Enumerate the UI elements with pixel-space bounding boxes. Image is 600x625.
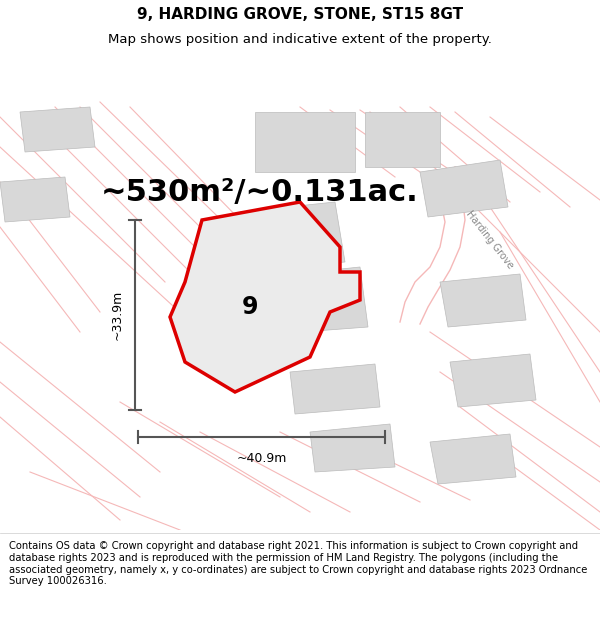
Polygon shape bbox=[440, 274, 526, 327]
Polygon shape bbox=[0, 177, 70, 222]
Polygon shape bbox=[170, 202, 360, 392]
Polygon shape bbox=[450, 354, 536, 407]
Polygon shape bbox=[20, 107, 95, 152]
Text: 9, HARDING GROVE, STONE, ST15 8GT: 9, HARDING GROVE, STONE, ST15 8GT bbox=[137, 7, 463, 22]
Text: 9: 9 bbox=[242, 295, 258, 319]
Text: ~40.9m: ~40.9m bbox=[236, 452, 287, 466]
Polygon shape bbox=[255, 112, 355, 172]
Polygon shape bbox=[420, 160, 508, 217]
Text: ~33.9m: ~33.9m bbox=[110, 290, 124, 340]
Text: ~530m²/~0.131ac.: ~530m²/~0.131ac. bbox=[101, 177, 419, 206]
Polygon shape bbox=[240, 202, 345, 270]
Polygon shape bbox=[310, 424, 395, 472]
Text: Map shows position and indicative extent of the property.: Map shows position and indicative extent… bbox=[108, 32, 492, 46]
Polygon shape bbox=[365, 112, 440, 167]
Polygon shape bbox=[430, 434, 516, 484]
Text: Harding Grove: Harding Grove bbox=[464, 209, 515, 271]
Polygon shape bbox=[265, 267, 368, 334]
Text: Contains OS data © Crown copyright and database right 2021. This information is : Contains OS data © Crown copyright and d… bbox=[9, 541, 587, 586]
Polygon shape bbox=[290, 364, 380, 414]
